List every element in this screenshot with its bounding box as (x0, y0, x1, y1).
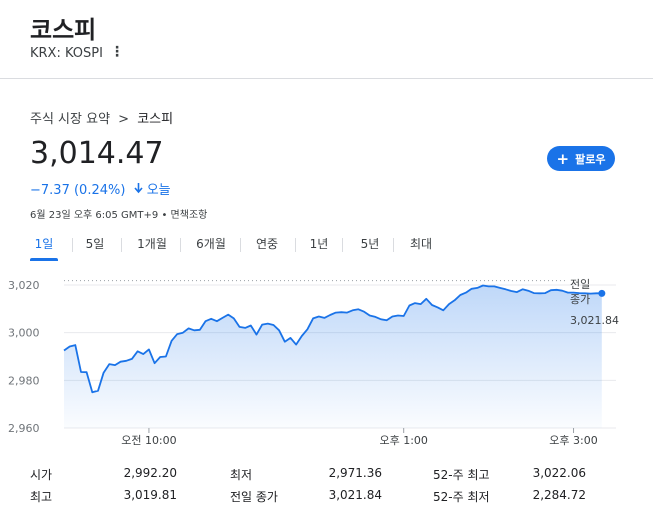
stat-value: 2,992.20 (123, 466, 177, 480)
breadcrumb-parent-link[interactable]: 주식 시장 요약 (30, 112, 111, 127)
tab-1d[interactable]: 1일 (30, 230, 58, 262)
stat-label: 시가 (30, 468, 53, 482)
tab-5d[interactable]: 5일 (82, 230, 108, 262)
tab-6m[interactable]: 6개월 (193, 230, 229, 262)
tab-label: 5년 (360, 237, 380, 251)
tab-divider (393, 238, 394, 252)
current-price: 3,014.47 (30, 136, 164, 171)
tab-divider (121, 238, 122, 252)
y-tick-label: 3,020 (8, 279, 40, 292)
stat-value: 3,019.81 (123, 488, 177, 502)
tab-max[interactable]: 최대 (408, 230, 434, 262)
y-tick-label: 3,000 (8, 327, 40, 340)
stats-row-2: 최고 3,019.81 전일 종가 3,021.84 52-주 최저 2,284… (30, 488, 630, 510)
stat-label: 52-주 최저 (433, 490, 490, 504)
ticker-symbol: KRX: KOSPI (30, 46, 103, 61)
tab-label: 5일 (85, 237, 105, 251)
more-vert-icon[interactable]: ⋮ (110, 44, 124, 60)
previous-close-label: 종가 (570, 293, 590, 306)
price-area-fill (64, 285, 602, 428)
header-divider (0, 78, 653, 79)
tab-label: 6개월 (196, 237, 226, 251)
breadcrumb: 주식 시장 요약 > 코스피 (30, 108, 173, 127)
previous-close-value: 3,021.84 (570, 314, 619, 327)
follow-button[interactable]: + 팔로우 (547, 146, 615, 171)
tab-divider (342, 238, 343, 252)
tab-1y[interactable]: 1년 (309, 230, 329, 262)
x-tick-label: 오전 10:00 (121, 434, 176, 447)
last-price-dot (598, 289, 606, 297)
tab-1m[interactable]: 1개월 (134, 230, 170, 262)
stat-value: 2,971.36 (328, 466, 382, 480)
x-tick-label: 오후 3:00 (549, 434, 597, 447)
breadcrumb-separator: > (118, 112, 130, 127)
x-tick-label: 오후 1:00 (379, 434, 427, 447)
tab-divider (295, 238, 296, 252)
tab-divider (180, 238, 181, 252)
stat-value: 2,284.72 (532, 488, 586, 502)
price-change-period: 오늘 (146, 183, 171, 198)
price-change: −7.37 (0.24%) 오늘 (30, 179, 171, 198)
active-tab-indicator (30, 258, 58, 261)
plus-icon: + (556, 149, 570, 168)
tab-ytd[interactable]: 연중 (254, 230, 280, 262)
tab-label: 1일 (34, 237, 54, 251)
tab-label: 1년 (309, 237, 329, 251)
price-chart[interactable]: 3,020 3,000 2,980 2,960 오전 10:00 오후 1:00 오후 3:… (0, 262, 653, 458)
stat-label: 최고 (30, 490, 53, 504)
y-tick-label: 2,980 (8, 374, 40, 387)
arrow-down-icon (133, 183, 147, 198)
key-stats: 시가 2,992.20 최저 2,971.36 52-주 최고 3,022.06… (30, 466, 630, 510)
previous-close-label: 전일 (570, 277, 590, 291)
price-change-value: −7.37 (0.24%) (30, 183, 126, 198)
tab-label: 최대 (409, 237, 433, 251)
stat-value: 3,021.84 (328, 488, 382, 502)
stat-label: 전일 종가 (230, 490, 278, 504)
stat-value: 3,022.06 (532, 466, 586, 480)
tab-label: 1개월 (137, 237, 167, 251)
tab-label: 연중 (255, 237, 279, 251)
page-title: 코스피 (30, 16, 97, 44)
y-tick-label: 2,960 (8, 422, 40, 435)
stat-label: 52-주 최고 (433, 468, 490, 482)
stat-label: 최저 (230, 468, 253, 482)
quote-timestamp: 6월 23일 오후 6:05 GMT+9 • 면책조항 (30, 210, 208, 221)
stats-row-1: 시가 2,992.20 최저 2,971.36 52-주 최고 3,022.06 (30, 466, 630, 488)
tab-divider (72, 238, 73, 252)
breadcrumb-current: 코스피 (137, 112, 174, 127)
price-line (63, 284, 602, 394)
follow-button-label: 팔로우 (575, 152, 606, 166)
tab-5y[interactable]: 5년 (360, 230, 380, 262)
tab-divider (240, 238, 241, 252)
